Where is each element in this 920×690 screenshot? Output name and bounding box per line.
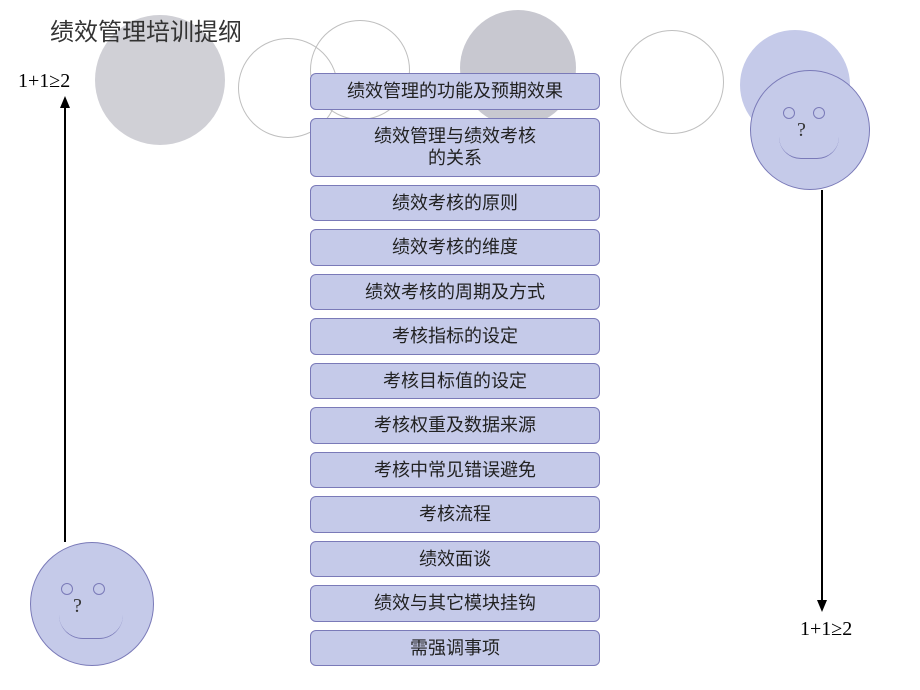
topic-label: 需强调事项 xyxy=(410,637,500,660)
topic-label: 考核指标的设定 xyxy=(392,325,518,348)
topic-item: 绩效考核的周期及方式 xyxy=(310,274,600,311)
topic-label: 考核目标值的设定 xyxy=(383,370,527,393)
arrow-up-head-icon xyxy=(60,96,70,108)
topic-item: 需强调事项 xyxy=(310,630,600,667)
topic-item: 绩效与其它模块挂钩 xyxy=(310,585,600,622)
topic-item: 绩效管理的功能及预期效果 xyxy=(310,73,600,110)
topic-label: 考核流程 xyxy=(419,503,491,526)
eye-icon xyxy=(813,107,825,119)
eye-icon xyxy=(61,583,73,595)
arrow-down-head-icon xyxy=(817,600,827,612)
topic-label: 绩效面谈 xyxy=(419,548,491,571)
topic-item: 考核指标的设定 xyxy=(310,318,600,355)
slide-title: 绩效管理培训提纲 xyxy=(50,12,242,47)
eye-icon xyxy=(93,583,105,595)
topic-item: 绩效管理与绩效考核 的关系 xyxy=(310,118,600,177)
topic-item: 考核目标值的设定 xyxy=(310,363,600,400)
formula-bottom: 1+1≥2 xyxy=(800,618,852,641)
topic-item: 考核中常见错误避免 xyxy=(310,452,600,489)
arrow-up-line xyxy=(64,108,66,542)
topic-item: 考核权重及数据来源 xyxy=(310,407,600,444)
topic-item: 绩效考核的原则 xyxy=(310,185,600,222)
face-left: ? xyxy=(30,542,154,666)
topic-item: 绩效面谈 xyxy=(310,541,600,578)
arrow-down-line xyxy=(821,190,823,602)
topic-label: 考核中常见错误避免 xyxy=(374,459,536,482)
topic-label: 绩效管理与绩效考核 的关系 xyxy=(374,125,536,170)
mouth-icon xyxy=(59,615,123,639)
topic-label: 绩效与其它模块挂钩 xyxy=(374,592,536,615)
topic-label: 绩效管理的功能及预期效果 xyxy=(347,80,563,103)
topic-item: 绩效考核的维度 xyxy=(310,229,600,266)
bg-circle-5 xyxy=(620,30,724,134)
topic-label: 绩效考核的维度 xyxy=(392,236,518,259)
topic-label: 考核权重及数据来源 xyxy=(374,414,536,437)
formula-top: 1+1≥2 xyxy=(18,70,70,93)
topic-list: 绩效管理的功能及预期效果 绩效管理与绩效考核 的关系 绩效考核的原则 绩效考核的… xyxy=(310,73,600,674)
face-right: ? xyxy=(750,70,870,190)
mouth-icon xyxy=(779,137,839,159)
eye-icon xyxy=(783,107,795,119)
topic-label: 绩效考核的周期及方式 xyxy=(365,281,545,304)
topic-label: 绩效考核的原则 xyxy=(392,192,518,215)
topic-item: 考核流程 xyxy=(310,496,600,533)
